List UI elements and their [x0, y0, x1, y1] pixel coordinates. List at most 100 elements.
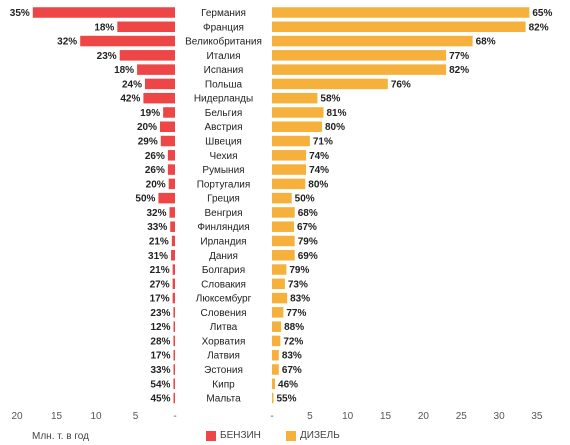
- diesel-bar: [272, 292, 288, 304]
- country-label: Великобритания: [185, 36, 262, 48]
- country-label: Швеция: [205, 137, 242, 148]
- country-label: Словения: [200, 308, 246, 319]
- diesel-bar: [272, 321, 282, 332]
- petrol-share-label: 21%: [149, 236, 169, 247]
- petrol-bar: [173, 364, 175, 375]
- diesel-share-label: 73%: [288, 279, 308, 290]
- diesel-bar: [272, 235, 295, 247]
- legend-petrol-label: БЕНЗИН: [220, 430, 261, 441]
- diesel-share-label: 79%: [289, 265, 309, 276]
- diesel-bar: [272, 378, 276, 390]
- diesel-bar: [272, 392, 274, 404]
- country-label: Бельгия: [205, 108, 243, 119]
- petrol-bar: [170, 221, 175, 232]
- petrol-bar: [143, 92, 175, 104]
- country-label: Хорватия: [202, 336, 246, 347]
- petrol-share-label: 45%: [150, 394, 170, 405]
- petrol-bar: [173, 307, 175, 318]
- country-label: Нидерланды: [194, 94, 253, 105]
- petrol-bar: [163, 107, 175, 118]
- country-label: Румыния: [202, 165, 244, 176]
- country-label: Греция: [207, 194, 240, 205]
- left-axis-tick: 15: [51, 411, 63, 422]
- petrol-share-label: 12%: [150, 322, 170, 333]
- petrol-bar: [172, 264, 175, 275]
- diesel-share-label: 82%: [449, 65, 469, 76]
- country-label: Чехия: [209, 151, 237, 162]
- diesel-share-label: 83%: [282, 351, 302, 362]
- legend-petrol-swatch: [206, 430, 216, 441]
- country-label: Словакия: [201, 279, 246, 290]
- petrol-share-label: 26%: [145, 151, 165, 162]
- petrol-bar: [158, 192, 175, 204]
- diesel-share-label: 71%: [313, 137, 333, 148]
- diesel-bar: [272, 50, 447, 61]
- diesel-share-label: 80%: [308, 179, 328, 190]
- petrol-bar: [117, 21, 175, 33]
- left-axis-tick: -: [173, 411, 176, 422]
- diesel-share-label: 74%: [309, 165, 329, 176]
- petrol-bar: [167, 164, 175, 175]
- petrol-share-label: 24%: [122, 79, 142, 90]
- diesel-bar: [272, 121, 322, 132]
- diesel-bar: [272, 192, 292, 204]
- country-label: Франция: [203, 22, 244, 33]
- petrol-bar: [169, 207, 175, 218]
- petrol-share-label: 19%: [140, 108, 160, 119]
- petrol-bar: [172, 292, 175, 304]
- diesel-bar: [272, 92, 318, 104]
- petrol-share-label: 54%: [150, 379, 170, 390]
- left-axis-tick: 5: [133, 411, 139, 422]
- petrol-share-label: 31%: [148, 251, 168, 262]
- diesel-share-label: 68%: [476, 37, 496, 48]
- petrol-bar: [173, 321, 175, 332]
- petrol-bar: [144, 78, 175, 90]
- diesel-share-label: 77%: [286, 308, 306, 319]
- right-axis-tick: -: [270, 411, 273, 422]
- diesel-bar: [272, 221, 294, 232]
- diesel-share-label: 83%: [290, 294, 310, 305]
- country-label: Болгария: [202, 265, 245, 276]
- country-label: Дания: [209, 251, 238, 262]
- petrol-bar: [173, 349, 175, 361]
- diesel-bar: [272, 178, 306, 190]
- petrol-share-label: 35%: [10, 8, 30, 19]
- petrol-bar: [167, 150, 175, 161]
- petrol-bar: [137, 64, 175, 75]
- diesel-bar: [272, 207, 295, 218]
- unit-label: Млн. т. в год: [32, 431, 89, 442]
- petrol-share-label: 18%: [114, 65, 134, 76]
- country-label: Латвия: [207, 351, 240, 362]
- petrol-share-label: 23%: [150, 308, 170, 319]
- petrol-share-label: 18%: [94, 22, 114, 33]
- country-label: Австрия: [204, 122, 242, 133]
- diesel-share-label: 65%: [532, 8, 552, 19]
- country-label: Польша: [205, 79, 243, 90]
- legend-petrol: БЕНЗИН: [206, 430, 261, 441]
- diesel-share-label: 74%: [309, 151, 329, 162]
- diesel-bar: [272, 335, 281, 347]
- petrol-bar: [172, 278, 175, 290]
- petrol-bar: [173, 335, 175, 347]
- petrol-share-label: 29%: [138, 137, 158, 148]
- right-axis-tick: 30: [494, 411, 506, 422]
- petrol-share-label: 21%: [150, 265, 170, 276]
- diesel-bar: [272, 364, 279, 375]
- country-label: Финляндия: [197, 222, 249, 233]
- diesel-share-label: 46%: [278, 379, 298, 390]
- right-axis-tick: 25: [456, 411, 468, 422]
- petrol-share-label: 20%: [146, 179, 166, 190]
- legend-diesel-swatch: [286, 430, 296, 441]
- right-axis-tick: 5: [307, 411, 313, 422]
- petrol-share-label: 32%: [57, 37, 77, 48]
- diesel-bar: [272, 107, 324, 118]
- country-label: Португалия: [197, 179, 251, 190]
- chart: 35% Германия 65% 18% Франция 82% 32% Великобрит…: [10, 7, 553, 422]
- petrol-share-label: 32%: [146, 208, 166, 219]
- legend: Млн. т. в год БЕНЗИН ДИЗЕЛЬ: [0, 428, 570, 444]
- petrol-share-label: 28%: [150, 336, 170, 347]
- diesel-share-label: 77%: [449, 51, 469, 62]
- left-axis-tick: 10: [90, 411, 102, 422]
- country-label: Кипр: [212, 379, 235, 390]
- diesel-share-label: 69%: [298, 251, 318, 262]
